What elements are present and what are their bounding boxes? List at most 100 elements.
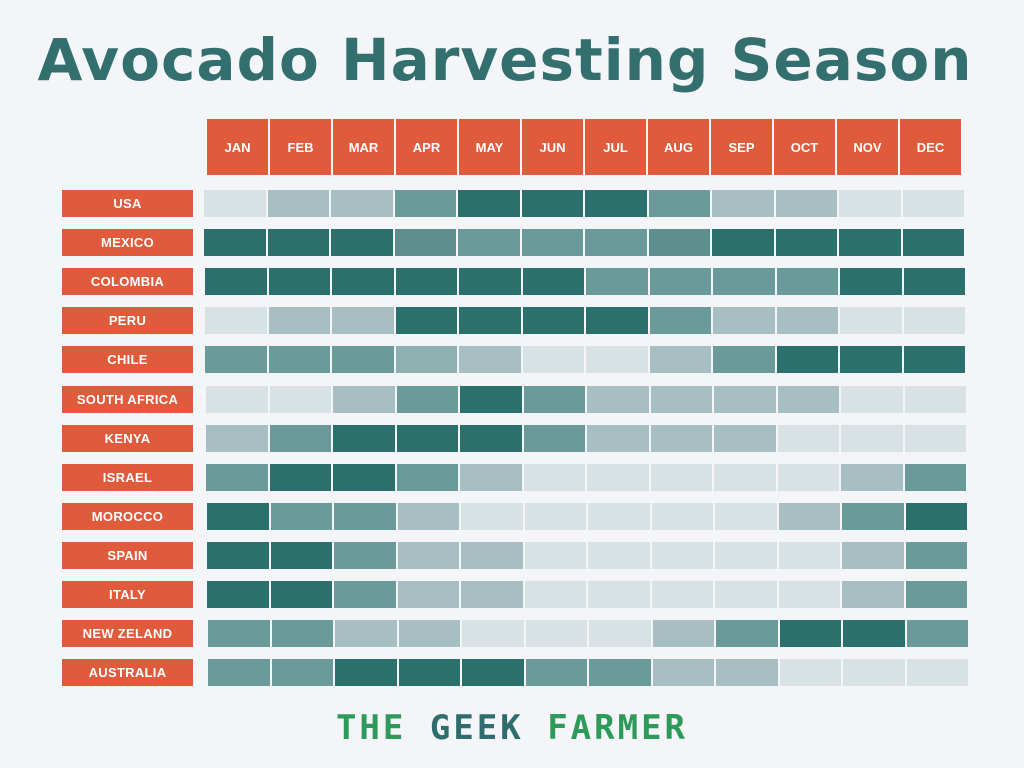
month-header-aug: AUG bbox=[648, 119, 711, 175]
heat-cell-colombia-apr bbox=[395, 268, 459, 295]
heat-cell-peru-mar bbox=[332, 307, 396, 334]
heat-cell-australia-mar bbox=[335, 659, 399, 686]
heat-cell-chile-may bbox=[459, 346, 523, 373]
country-label-kenya: KENYA bbox=[62, 425, 193, 452]
heat-cell-australia-may bbox=[462, 659, 526, 686]
heat-cell-colombia-aug bbox=[649, 268, 713, 295]
heat-cell-south-africa-jul bbox=[587, 386, 651, 413]
heat-cell-kenya-nov bbox=[841, 425, 905, 452]
month-header-apr: APR bbox=[396, 119, 459, 175]
heat-cell-usa-jan bbox=[204, 190, 268, 217]
heat-cell-mexico-may bbox=[458, 229, 522, 256]
month-header-jun: JUN bbox=[522, 119, 585, 175]
heat-cell-mexico-oct bbox=[775, 229, 839, 256]
brand-word-farmer: FARMER bbox=[547, 708, 689, 748]
heat-cell-mexico-nov bbox=[839, 229, 903, 256]
heat-cell-italy-jul bbox=[588, 581, 652, 608]
heat-cell-south-africa-may bbox=[460, 386, 524, 413]
heat-cell-italy-may bbox=[461, 581, 525, 608]
heat-cell-new-zeland-apr bbox=[398, 620, 462, 647]
heat-cell-peru-feb bbox=[268, 307, 332, 334]
heat-cell-spain-nov bbox=[842, 542, 906, 569]
heat-cell-colombia-may bbox=[459, 268, 523, 295]
heat-cell-morocco-jan bbox=[207, 503, 271, 530]
heat-cell-kenya-jul bbox=[587, 425, 651, 452]
heat-cell-kenya-aug bbox=[650, 425, 714, 452]
heat-cell-chile-sep bbox=[713, 346, 777, 373]
heat-cell-australia-aug bbox=[652, 659, 716, 686]
heat-cell-colombia-mar bbox=[332, 268, 396, 295]
heat-cell-new-zeland-jul bbox=[589, 620, 653, 647]
heat-cell-italy-feb bbox=[270, 581, 334, 608]
country-label-usa: USA bbox=[62, 190, 193, 217]
heat-cell-chile-apr bbox=[395, 346, 459, 373]
heat-cell-mexico-apr bbox=[394, 229, 458, 256]
country-label-israel: ISRAEL bbox=[62, 464, 193, 491]
heat-cell-usa-aug bbox=[648, 190, 712, 217]
heat-cell-south-africa-jun bbox=[523, 386, 587, 413]
country-label-colombia: COLOMBIA bbox=[62, 268, 193, 295]
heat-cell-australia-apr bbox=[398, 659, 462, 686]
heat-cell-spain-jan bbox=[207, 542, 271, 569]
heat-cell-mexico-feb bbox=[267, 229, 331, 256]
heat-cell-israel-oct bbox=[777, 464, 841, 491]
heat-cell-morocco-dec bbox=[905, 503, 969, 530]
heat-cell-israel-jun bbox=[523, 464, 587, 491]
heat-cell-spain-aug bbox=[651, 542, 715, 569]
heat-cell-usa-jul bbox=[585, 190, 649, 217]
country-label-south-africa: SOUTH AFRICA bbox=[62, 386, 193, 413]
heat-cell-mexico-jan bbox=[204, 229, 268, 256]
heat-cell-kenya-dec bbox=[904, 425, 968, 452]
heat-cell-colombia-oct bbox=[776, 268, 840, 295]
heat-cell-italy-mar bbox=[334, 581, 398, 608]
heat-cell-new-zeland-dec bbox=[906, 620, 970, 647]
heat-cell-australia-nov bbox=[843, 659, 907, 686]
heat-cell-spain-mar bbox=[334, 542, 398, 569]
heat-cell-australia-dec bbox=[906, 659, 970, 686]
heat-cell-israel-jul bbox=[587, 464, 651, 491]
heat-cell-south-africa-aug bbox=[650, 386, 714, 413]
heat-cell-new-zeland-may bbox=[462, 620, 526, 647]
heat-cell-spain-sep bbox=[715, 542, 779, 569]
heat-cell-morocco-jul bbox=[588, 503, 652, 530]
heat-cell-kenya-mar bbox=[333, 425, 397, 452]
heat-cell-spain-jun bbox=[524, 542, 588, 569]
heat-cell-morocco-mar bbox=[334, 503, 398, 530]
heat-cell-peru-jul bbox=[586, 307, 650, 334]
heat-cell-mexico-aug bbox=[648, 229, 712, 256]
heat-cell-spain-oct bbox=[778, 542, 842, 569]
heat-cell-israel-aug bbox=[650, 464, 714, 491]
heat-cell-chile-mar bbox=[332, 346, 396, 373]
heat-cell-usa-feb bbox=[267, 190, 331, 217]
heat-cell-colombia-dec bbox=[903, 268, 967, 295]
chart-title: Avocado Harvesting Season bbox=[37, 26, 973, 94]
heat-cell-peru-nov bbox=[840, 307, 904, 334]
heat-cell-italy-nov bbox=[842, 581, 906, 608]
heat-cell-italy-dec bbox=[905, 581, 969, 608]
heat-cell-mexico-dec bbox=[902, 229, 966, 256]
heat-cell-chile-feb bbox=[268, 346, 332, 373]
heat-cell-new-zeland-nov bbox=[843, 620, 907, 647]
heat-cell-chile-jul bbox=[586, 346, 650, 373]
heat-cell-kenya-apr bbox=[396, 425, 460, 452]
heat-cell-kenya-may bbox=[460, 425, 524, 452]
heat-cell-italy-aug bbox=[651, 581, 715, 608]
heat-cell-usa-may bbox=[458, 190, 522, 217]
heat-cell-israel-sep bbox=[714, 464, 778, 491]
heat-cell-peru-oct bbox=[776, 307, 840, 334]
heat-cell-new-zeland-jan bbox=[208, 620, 272, 647]
heat-cell-new-zeland-aug bbox=[652, 620, 716, 647]
month-header-nov: NOV bbox=[837, 119, 900, 175]
country-label-morocco: MOROCCO bbox=[62, 503, 193, 530]
heat-cell-south-africa-nov bbox=[841, 386, 905, 413]
heat-cell-usa-dec bbox=[902, 190, 966, 217]
heat-cell-peru-jun bbox=[522, 307, 586, 334]
country-label-chile: CHILE bbox=[62, 346, 193, 373]
heat-cell-new-zeland-mar bbox=[335, 620, 399, 647]
heat-cell-colombia-feb bbox=[268, 268, 332, 295]
heat-cell-peru-may bbox=[459, 307, 523, 334]
heat-cell-chile-jun bbox=[522, 346, 586, 373]
heat-cell-kenya-jun bbox=[523, 425, 587, 452]
heat-cell-israel-apr bbox=[396, 464, 460, 491]
